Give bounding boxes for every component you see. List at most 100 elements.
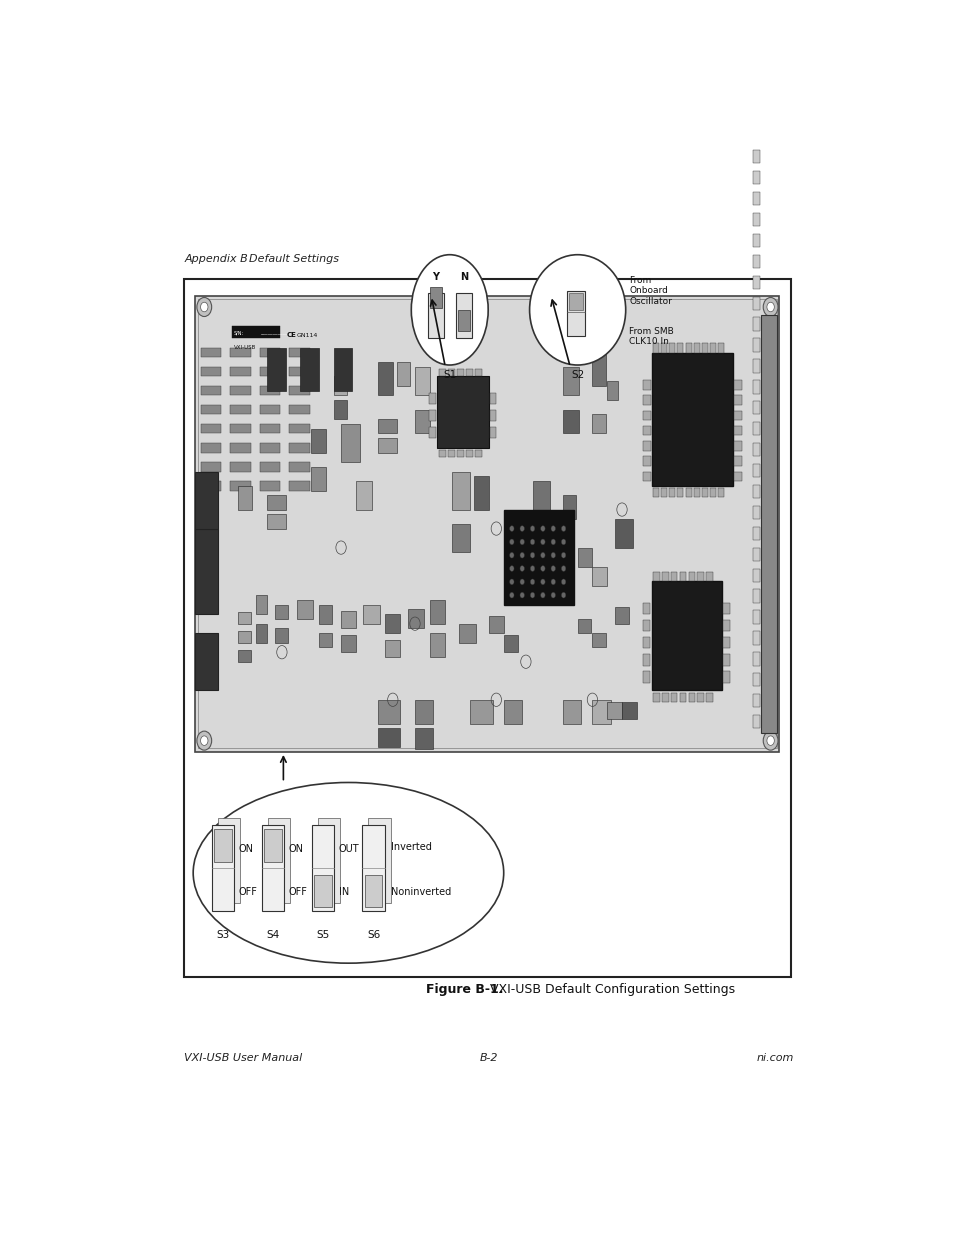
Bar [465,369,472,377]
Ellipse shape [529,254,625,366]
Bar [415,700,433,724]
Circle shape [540,566,544,572]
Bar [592,415,605,433]
Bar [722,620,729,631]
Bar [317,818,340,903]
Text: Appendix B: Appendix B [184,254,248,264]
Bar [259,462,280,472]
Circle shape [519,538,524,545]
Circle shape [560,552,565,558]
Circle shape [509,593,514,598]
Circle shape [530,526,535,531]
Bar [200,367,221,377]
Bar [429,287,441,308]
Circle shape [530,566,535,572]
Bar [237,651,251,662]
Bar [289,443,310,452]
Bar [661,572,668,580]
Bar [456,369,463,377]
Bar [752,275,760,289]
Circle shape [551,526,555,531]
Circle shape [560,593,565,598]
Bar [289,348,310,357]
Circle shape [560,579,565,584]
Bar [705,693,712,701]
Bar [427,293,443,338]
Bar [752,130,760,142]
Bar [709,488,715,498]
Bar [429,410,436,421]
Text: S2: S2 [571,369,583,380]
Bar [669,488,675,498]
Bar [264,829,282,862]
Bar [533,482,549,510]
Bar [300,348,318,390]
Bar [653,572,659,580]
Bar [230,367,251,377]
Circle shape [530,552,535,558]
Bar [752,88,760,101]
Circle shape [540,538,544,545]
Bar [752,359,760,373]
Bar [259,367,280,377]
Bar [642,395,650,405]
Bar [200,348,221,357]
Bar [503,700,521,724]
Text: VXI-USB Default Configuration Settings: VXI-USB Default Configuration Settings [481,983,734,997]
Bar [259,424,280,433]
Bar [734,426,741,436]
Bar [642,472,650,482]
Bar [592,634,605,647]
Bar [752,170,760,184]
Bar [377,700,400,724]
Circle shape [530,593,535,598]
Circle shape [551,579,555,584]
Bar [267,495,285,510]
Circle shape [196,298,212,316]
Bar [289,424,310,433]
Bar [577,619,590,634]
Bar [198,299,776,748]
Bar [693,343,699,353]
Text: S4: S4 [266,930,279,940]
Bar [592,567,607,585]
Text: From SMB
CLK10 In: From SMB CLK10 In [629,327,674,346]
Bar [752,317,760,331]
Bar [429,600,444,624]
Circle shape [762,731,778,750]
Circle shape [509,538,514,545]
Bar [679,693,685,701]
Bar [439,369,446,377]
Circle shape [560,538,565,545]
Bar [562,700,580,724]
Bar [697,693,703,701]
Bar [289,462,310,472]
Bar [592,700,610,724]
Bar [752,151,760,163]
Bar [318,634,332,647]
Bar [407,609,423,629]
Bar [230,462,251,472]
Bar [289,367,310,377]
Bar [274,605,288,619]
Bar [448,450,455,457]
Bar [752,212,760,226]
Bar [752,443,760,456]
Bar [296,600,313,619]
Text: ____________: ____________ [259,330,290,335]
Bar [195,295,779,752]
Bar [289,405,310,415]
Circle shape [560,526,565,531]
Bar [752,652,760,666]
Bar [267,348,285,390]
Text: ON: ON [238,845,253,855]
Bar [470,700,492,724]
Bar [533,524,549,547]
Bar [230,424,251,433]
Bar [195,529,217,614]
Circle shape [196,731,212,750]
Bar [752,589,760,603]
Bar [318,605,332,624]
Bar [415,410,429,433]
Bar [577,547,592,567]
